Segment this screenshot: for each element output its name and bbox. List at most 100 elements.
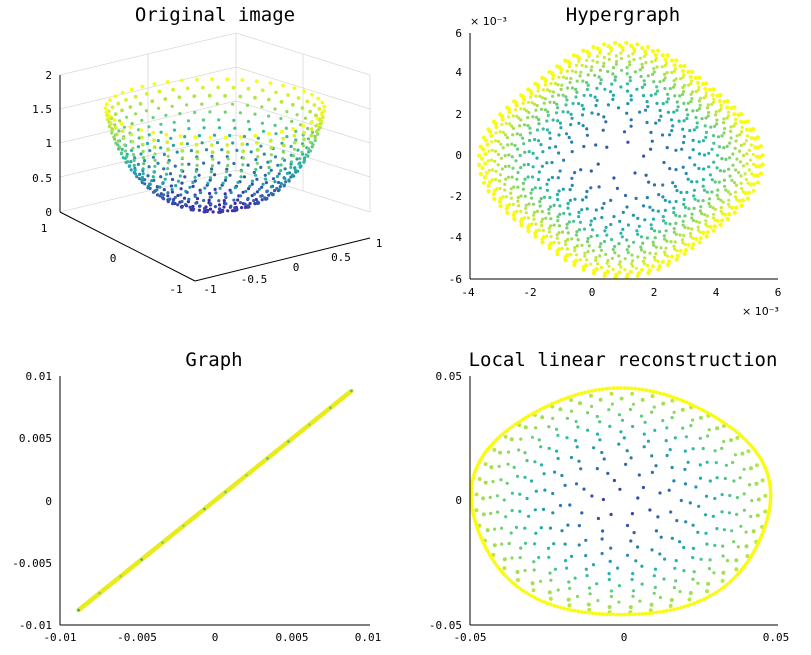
reconstruction-point	[575, 594, 580, 599]
hyper-y-tick-0: 6	[455, 27, 462, 40]
reconstruction-point	[707, 567, 712, 571]
surface-point	[202, 126, 206, 130]
hypergraph-point	[582, 144, 586, 149]
hypergraph-point	[718, 222, 723, 227]
panel-graph: Graph 0.01 0.005 0 -0.005 -0.01 -0.01 -0…	[12, 349, 381, 644]
hypergraph-point	[568, 80, 572, 85]
hypergraph-point	[523, 150, 527, 154]
hypergraph-point	[543, 83, 548, 87]
hypergraph-point	[708, 204, 712, 208]
hypergraph-point	[545, 88, 550, 92]
hypergraph-point	[573, 246, 577, 250]
hypergraph-point	[640, 65, 645, 69]
hypergraph-point	[521, 181, 526, 185]
hypergraph-point	[686, 242, 691, 247]
reconstruction-point	[498, 450, 503, 455]
surface-point	[241, 149, 246, 154]
hypergraph-point	[750, 172, 754, 176]
surface-point	[223, 110, 227, 114]
reconstruction-point	[658, 552, 662, 556]
hypergraph-point	[570, 69, 575, 73]
surface-point	[206, 181, 210, 185]
reconstruction-boundary-point	[583, 610, 588, 615]
reconstruction-point	[659, 535, 663, 539]
surface-point	[127, 164, 131, 168]
reconstruction-point	[523, 451, 527, 455]
hypergraph-point	[538, 94, 542, 98]
reconstruction-point	[678, 540, 682, 544]
reconstruction-point	[682, 545, 686, 550]
hypergraph-point	[573, 171, 577, 175]
reconstruction-boundary-point	[604, 386, 609, 391]
hypergraph-point	[683, 248, 689, 253]
surface-point	[165, 140, 170, 145]
hypergraph-point	[672, 211, 676, 215]
surface-point	[312, 103, 317, 107]
surface-point	[277, 172, 281, 176]
hypergraph-point	[548, 205, 553, 209]
surface-point	[217, 161, 221, 165]
hypergraph-point	[661, 102, 665, 106]
surface-point	[188, 185, 192, 189]
hypergraph-point	[528, 126, 532, 130]
reconstruction-boundary-point	[541, 406, 546, 410]
reconstruction-point	[578, 401, 582, 406]
hypergraph-point	[562, 211, 566, 215]
hypergraph-point	[611, 66, 616, 70]
hypergraph-point	[691, 138, 695, 142]
hypergraph-point	[577, 210, 581, 214]
hypergraph-point	[491, 192, 496, 197]
hypergraph-point	[695, 180, 699, 184]
surface-point	[300, 106, 305, 110]
reconstruction-point	[649, 602, 654, 607]
hypergraph-point	[587, 244, 591, 248]
hypergraph-point	[547, 70, 552, 75]
z-tick-0: 0	[45, 206, 52, 219]
hypergraph-point	[652, 70, 657, 74]
surface-point	[210, 164, 214, 168]
surface-point	[289, 165, 293, 169]
reconstruction-point	[617, 600, 621, 604]
hypergraph-point	[692, 194, 696, 198]
reconstruction-point	[673, 566, 677, 570]
reconstruction-point	[760, 478, 765, 483]
reconstruction-point	[566, 523, 570, 527]
surface-point	[164, 172, 169, 176]
hypergraph-point	[589, 68, 593, 72]
reconstruction-point	[681, 426, 685, 430]
surface-point	[223, 178, 228, 182]
surface-point	[310, 92, 314, 97]
surface-point	[133, 156, 137, 160]
surface-point	[259, 194, 263, 198]
hypergraph-point	[546, 113, 550, 117]
hypergraph-point	[727, 110, 731, 114]
hypergraph-point	[642, 79, 646, 83]
hypergraph-point	[698, 209, 703, 213]
reconstruction-point	[609, 589, 614, 593]
hypergraph-point	[493, 177, 498, 182]
reconstruction-point	[631, 589, 636, 593]
hypergraph-point	[545, 161, 549, 165]
reconstruction-point	[738, 476, 742, 480]
hypergraph-point	[586, 236, 590, 241]
surface-point	[192, 94, 197, 99]
reconstruction-boundary-point	[590, 611, 595, 616]
hypergraph-point	[737, 170, 741, 175]
surface-point	[269, 191, 273, 195]
hypergraph-point	[585, 127, 589, 131]
hypergraph-point	[739, 174, 743, 178]
hypergraph-point	[594, 258, 598, 262]
reconstruction-point	[653, 428, 657, 432]
hypergraph-point	[487, 149, 491, 153]
surface-point	[291, 154, 295, 158]
hypergraph-point	[578, 74, 582, 78]
reconstruction-point	[546, 546, 551, 550]
surface-point	[172, 120, 176, 124]
hypergraph-point	[567, 135, 571, 140]
hypergraph-point	[612, 176, 616, 180]
hypergraph-point	[477, 162, 482, 167]
hypergraph-point	[582, 93, 586, 97]
hyper-x-tick-4: 4	[713, 286, 720, 299]
reconstruction-point	[713, 496, 717, 501]
